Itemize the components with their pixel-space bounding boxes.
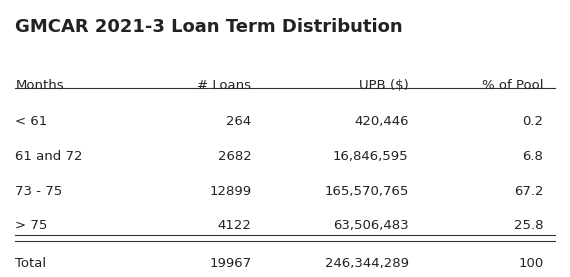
Text: 63,506,483: 63,506,483	[333, 219, 409, 232]
Text: 25.8: 25.8	[514, 219, 543, 232]
Text: 16,846,595: 16,846,595	[333, 150, 409, 163]
Text: 67.2: 67.2	[514, 185, 543, 198]
Text: 73 - 75: 73 - 75	[15, 185, 63, 198]
Text: 0.2: 0.2	[522, 115, 543, 128]
Text: Months: Months	[15, 79, 64, 92]
Text: 6.8: 6.8	[523, 150, 543, 163]
Text: 165,570,765: 165,570,765	[324, 185, 409, 198]
Text: 4122: 4122	[217, 219, 251, 232]
Text: 19967: 19967	[209, 257, 251, 270]
Text: 246,344,289: 246,344,289	[324, 257, 409, 270]
Text: 12899: 12899	[209, 185, 251, 198]
Text: UPB ($): UPB ($)	[359, 79, 409, 92]
Text: GMCAR 2021-3 Loan Term Distribution: GMCAR 2021-3 Loan Term Distribution	[15, 17, 403, 35]
Text: Total: Total	[15, 257, 47, 270]
Text: 61 and 72: 61 and 72	[15, 150, 83, 163]
Text: 2682: 2682	[218, 150, 251, 163]
Text: > 75: > 75	[15, 219, 48, 232]
Text: % of Pool: % of Pool	[482, 79, 543, 92]
Text: 420,446: 420,446	[354, 115, 409, 128]
Text: 264: 264	[226, 115, 251, 128]
Text: # Loans: # Loans	[197, 79, 251, 92]
Text: 100: 100	[518, 257, 543, 270]
Text: < 61: < 61	[15, 115, 48, 128]
